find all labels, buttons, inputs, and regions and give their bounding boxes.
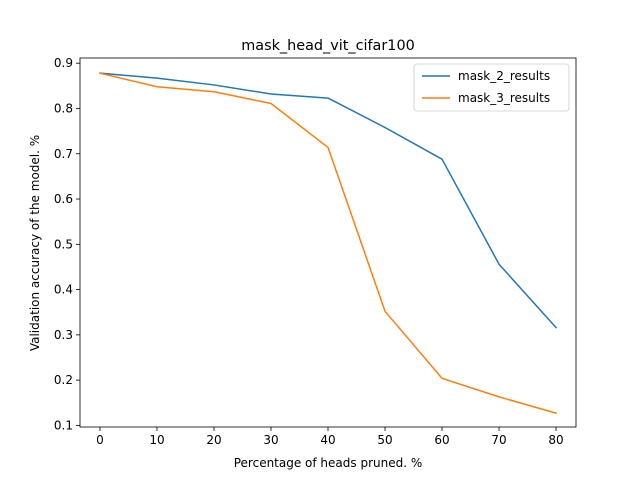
x-tick-label: 30 [263, 433, 278, 447]
y-axis-label: Validation accuracy of the model. % [28, 135, 42, 351]
axes-frame [79, 57, 577, 428]
legend-box [413, 63, 570, 112]
legend-label: mask_3_results [458, 91, 550, 105]
plot-area: 0 10 20 30 40 50 60 70 80 0.1 0.2 0.3 0.4 0.5 0.6 0.7 0.… [54, 56, 577, 447]
x-tick-label: 60 [434, 433, 449, 447]
x-tick-label: 80 [548, 433, 563, 447]
legend-label: mask_2_results [458, 69, 550, 83]
legend: mask_2_results mask_3_results [413, 63, 570, 112]
y-tick-label: 0.3 [54, 328, 73, 342]
y-tick-label: 0.4 [54, 283, 73, 297]
series-line-mask_2_results [99, 72, 558, 329]
y-tick-label: 0.7 [54, 147, 73, 161]
x-tick-label: 0 [96, 433, 104, 447]
x-axis-label: Percentage of heads pruned. % [234, 456, 423, 470]
x-tick-label: 70 [491, 433, 506, 447]
y-tick-label: 0.2 [54, 373, 73, 387]
chart-title: mask_head_vit_cifar100 [241, 38, 415, 54]
y-tick-label: 0.8 [54, 101, 73, 115]
x-tick-label: 20 [206, 433, 221, 447]
x-tick-label: 10 [149, 433, 164, 447]
x-tick-label: 50 [377, 433, 392, 447]
x-tick-label: 40 [320, 433, 335, 447]
y-tick-label: 0.1 [54, 418, 73, 432]
y-tick-label: 0.6 [54, 192, 73, 206]
y-tick-label: 0.5 [54, 237, 73, 251]
y-tick-label: 0.9 [54, 56, 73, 70]
series-line-mask_3_results [99, 72, 557, 415]
